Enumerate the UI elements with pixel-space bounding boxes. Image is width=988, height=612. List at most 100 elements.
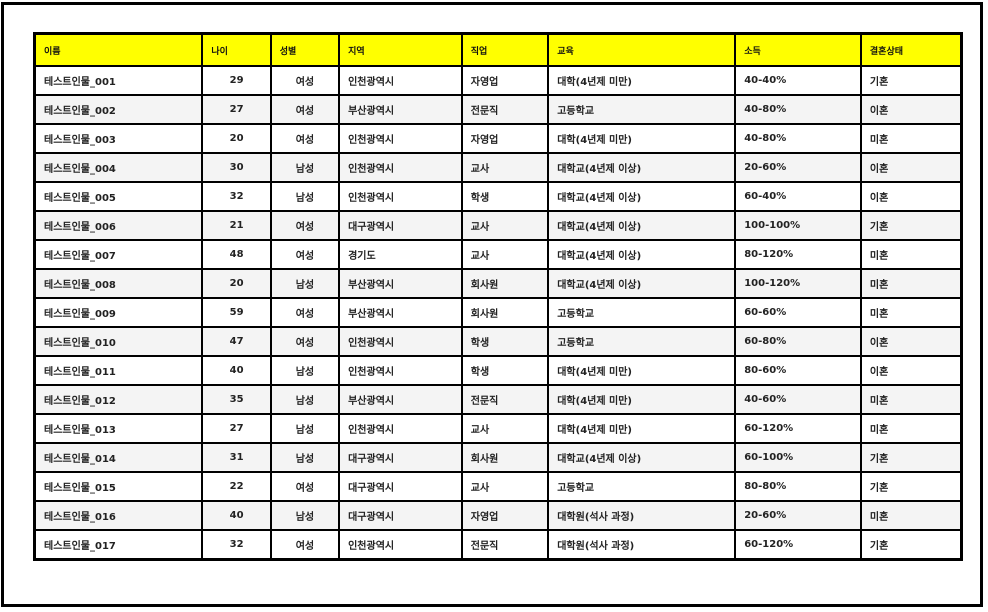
cell-education: 대학교(4년제 이상) [547,210,737,241]
table-row: 테스트인물_008 20 남성 부산광역시 회사원 대학교(4년제 이상) 100-120%… [33,268,963,299]
cell-education: 고등학교 [547,471,737,502]
cell-region: 대구광역시 [338,471,463,502]
cell-gender: 여성 [269,471,341,502]
cell-name: 테스트인물_007 [33,239,204,270]
cell-age: 59 [201,297,272,328]
header-gender: 성별 [269,32,341,67]
cell-region: 인천광역시 [338,65,463,96]
cell-occupation: 교사 [460,210,550,241]
cell-marital-status: 기혼 [859,210,963,241]
cell-income: 100-100% [734,210,862,241]
cell-marital-status: 이혼 [859,181,963,212]
cell-name: 테스트인물_002 [33,94,204,125]
cell-age: 47 [201,326,272,357]
cell-gender: 여성 [269,239,341,270]
table-row: 테스트인물_003 20 여성 인천광역시 자영업 대학(4년제 미만) 40-80% 미혼 [33,123,963,154]
cell-occupation: 전문직 [460,529,550,561]
header-education: 교육 [547,32,737,67]
table-row: 테스트인물_016 40 남성 대구광역시 자영업 대학원(석사 과정) 20-60% 미혼 [33,500,963,531]
cell-age: 21 [201,210,272,241]
cell-income: 60-80% [734,326,862,357]
cell-education: 대학(4년제 미만) [547,123,737,154]
cell-income: 60-120% [734,529,862,561]
cell-education: 대학교(4년제 이상) [547,152,737,183]
cell-income: 20-60% [734,500,862,531]
cell-marital-status: 기혼 [859,529,963,561]
cell-region: 대구광역시 [338,500,463,531]
cell-age: 27 [201,94,272,125]
cell-name: 테스트인물_011 [33,355,204,386]
cell-age: 40 [201,500,272,531]
table-row: 테스트인물_002 27 여성 부산광역시 전문직 고등학교 40-80% 이혼 [33,94,963,125]
table-row: 테스트인물_004 30 남성 인천광역시 교사 대학교(4년제 이상) 20-60% 이혼 [33,152,963,183]
cell-occupation: 회사원 [460,268,550,299]
cell-region: 인천광역시 [338,152,463,183]
cell-name: 테스트인물_004 [33,152,204,183]
cell-region: 인천광역시 [338,181,463,212]
cell-region: 인천광역시 [338,529,463,561]
table-row: 테스트인물_010 47 여성 인천광역시 학생 고등학교 60-80% 이혼 [33,326,963,357]
cell-marital-status: 이혼 [859,326,963,357]
cell-name: 테스트인물_008 [33,268,204,299]
cell-marital-status: 이혼 [859,94,963,125]
cell-age: 30 [201,152,272,183]
cell-gender: 여성 [269,123,341,154]
cell-gender: 여성 [269,297,341,328]
cell-occupation: 교사 [460,471,550,502]
cell-education: 대학원(석사 과정) [547,500,737,531]
cell-gender: 남성 [269,152,341,183]
cell-marital-status: 기혼 [859,442,963,473]
cell-marital-status: 이혼 [859,152,963,183]
cell-income: 60-100% [734,442,862,473]
table-row: 테스트인물_007 48 여성 경기도 교사 대학교(4년제 이상) 80-120% 미혼 [33,239,963,270]
cell-region: 대구광역시 [338,442,463,473]
cell-education: 대학원(석사 과정) [547,529,737,561]
cell-income: 60-60% [734,297,862,328]
cell-name: 테스트인물_017 [33,529,204,561]
cell-occupation: 학생 [460,181,550,212]
cell-age: 31 [201,442,272,473]
cell-gender: 남성 [269,268,341,299]
table-row: 테스트인물_005 32 남성 인천광역시 학생 대학교(4년제 이상) 60-40% 이혼 [33,181,963,212]
cell-name: 테스트인물_010 [33,326,204,357]
cell-gender: 여성 [269,326,341,357]
cell-marital-status: 미혼 [859,123,963,154]
cell-name: 테스트인물_006 [33,210,204,241]
cell-age: 48 [201,239,272,270]
table-header-row: 이름 나이 성별 지역 직업 교육 소득 결혼상태 [33,32,963,67]
table-row: 테스트인물_001 29 여성 인천광역시 자영업 대학(4년제 미만) 40-40% 기혼 [33,65,963,96]
cell-occupation: 회사원 [460,442,550,473]
cell-occupation: 전문직 [460,384,550,415]
table-row: 테스트인물_011 40 남성 인천광역시 학생 대학(4년제 미만) 80-60% 이혼 [33,355,963,386]
table-row: 테스트인물_009 59 여성 부산광역시 회사원 고등학교 60-60% 미혼 [33,297,963,328]
cell-income: 80-80% [734,471,862,502]
cell-income: 80-60% [734,355,862,386]
cell-occupation: 자영업 [460,65,550,96]
cell-gender: 여성 [269,94,341,125]
cell-gender: 남성 [269,384,341,415]
cell-age: 20 [201,268,272,299]
header-region: 지역 [338,32,463,67]
cell-name: 테스트인물_001 [33,65,204,96]
cell-region: 부산광역시 [338,297,463,328]
cell-gender: 여성 [269,65,341,96]
cell-marital-status: 이혼 [859,355,963,386]
cell-income: 80-120% [734,239,862,270]
table-row: 테스트인물_015 22 여성 대구광역시 교사 고등학교 80-80% 기혼 [33,471,963,502]
cell-name: 테스트인물_009 [33,297,204,328]
table-body: 테스트인물_001 29 여성 인천광역시 자영업 대학(4년제 미만) 40-40% 기혼 테… [33,65,963,561]
cell-education: 대학교(4년제 이상) [547,239,737,270]
table-row: 테스트인물_012 35 남성 부산광역시 전문직 대학(4년제 미만) 40-60% 미혼 [33,384,963,415]
cell-age: 29 [201,65,272,96]
table-container: 이름 나이 성별 지역 직업 교육 소득 결혼상태 테스트인물_001 29 여성 인… [33,32,963,612]
header-marital-status: 결혼상태 [859,32,963,67]
cell-region: 부산광역시 [338,94,463,125]
cell-gender: 남성 [269,500,341,531]
cell-name: 테스트인물_015 [33,471,204,502]
cell-occupation: 자영업 [460,500,550,531]
cell-income: 20-60% [734,152,862,183]
cell-age: 32 [201,181,272,212]
cell-gender: 남성 [269,442,341,473]
cell-education: 대학(4년제 미만) [547,65,737,96]
